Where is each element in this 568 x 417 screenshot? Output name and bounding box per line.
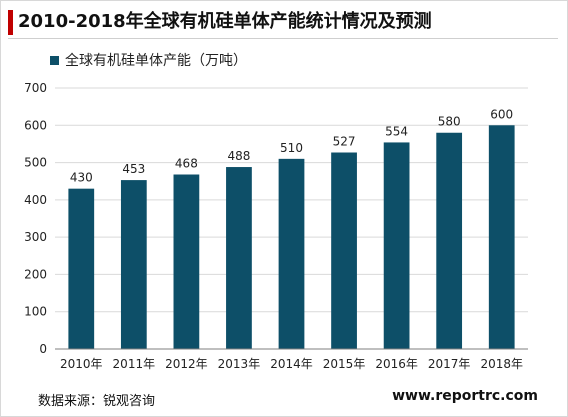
bar xyxy=(488,125,515,350)
x-tick-label: 2010年 xyxy=(60,357,103,371)
bar xyxy=(278,158,305,349)
chart-title: 2010-2018年全球有机硅单体产能统计情况及预测 xyxy=(18,11,432,32)
data-label: 430 xyxy=(70,171,93,185)
x-tick-label: 2015年 xyxy=(323,357,366,371)
data-source-note: 数据来源：锐观咨询 xyxy=(38,394,156,409)
x-tick-label: 2017年 xyxy=(428,357,471,371)
data-label: 510 xyxy=(280,141,303,155)
x-tick-label: 2018年 xyxy=(480,357,523,371)
bar xyxy=(331,152,357,349)
x-tick-label: 2014年 xyxy=(270,357,313,371)
y-tick-label: 400 xyxy=(24,193,47,207)
data-label: 554 xyxy=(385,124,408,138)
data-label: 453 xyxy=(122,162,145,176)
bar xyxy=(436,132,463,349)
title-divider xyxy=(8,38,558,39)
bar xyxy=(68,188,95,349)
data-label: 580 xyxy=(438,115,461,129)
data-label: 488 xyxy=(227,149,250,163)
y-tick-label: 0 xyxy=(39,342,47,356)
footer-url: www.reportrc.com xyxy=(392,388,538,404)
x-tick-label: 2016年 xyxy=(375,357,418,371)
title-accent-bar xyxy=(8,10,13,35)
legend-label: 全球有机硅单体产能（万吨） xyxy=(65,53,247,69)
data-label: 468 xyxy=(175,157,198,171)
x-tick-label: 2013年 xyxy=(218,357,261,371)
bar xyxy=(226,167,252,349)
x-tick-label: 2012年 xyxy=(165,357,208,371)
bar xyxy=(383,142,410,349)
y-tick-label: 100 xyxy=(24,305,47,319)
y-tick-label: 300 xyxy=(24,230,47,244)
y-tick-label: 200 xyxy=(24,267,47,281)
legend: 全球有机硅单体产能（万吨） xyxy=(50,50,247,70)
data-label: 600 xyxy=(490,107,513,121)
y-tick-label: 600 xyxy=(24,118,47,132)
data-label: 527 xyxy=(333,135,356,149)
bar xyxy=(120,180,147,349)
bar xyxy=(173,174,200,349)
y-tick-label: 500 xyxy=(24,156,47,170)
y-tick-label: 700 xyxy=(24,81,47,95)
legend-swatch xyxy=(50,55,59,65)
x-tick-label: 2011年 xyxy=(113,357,156,371)
